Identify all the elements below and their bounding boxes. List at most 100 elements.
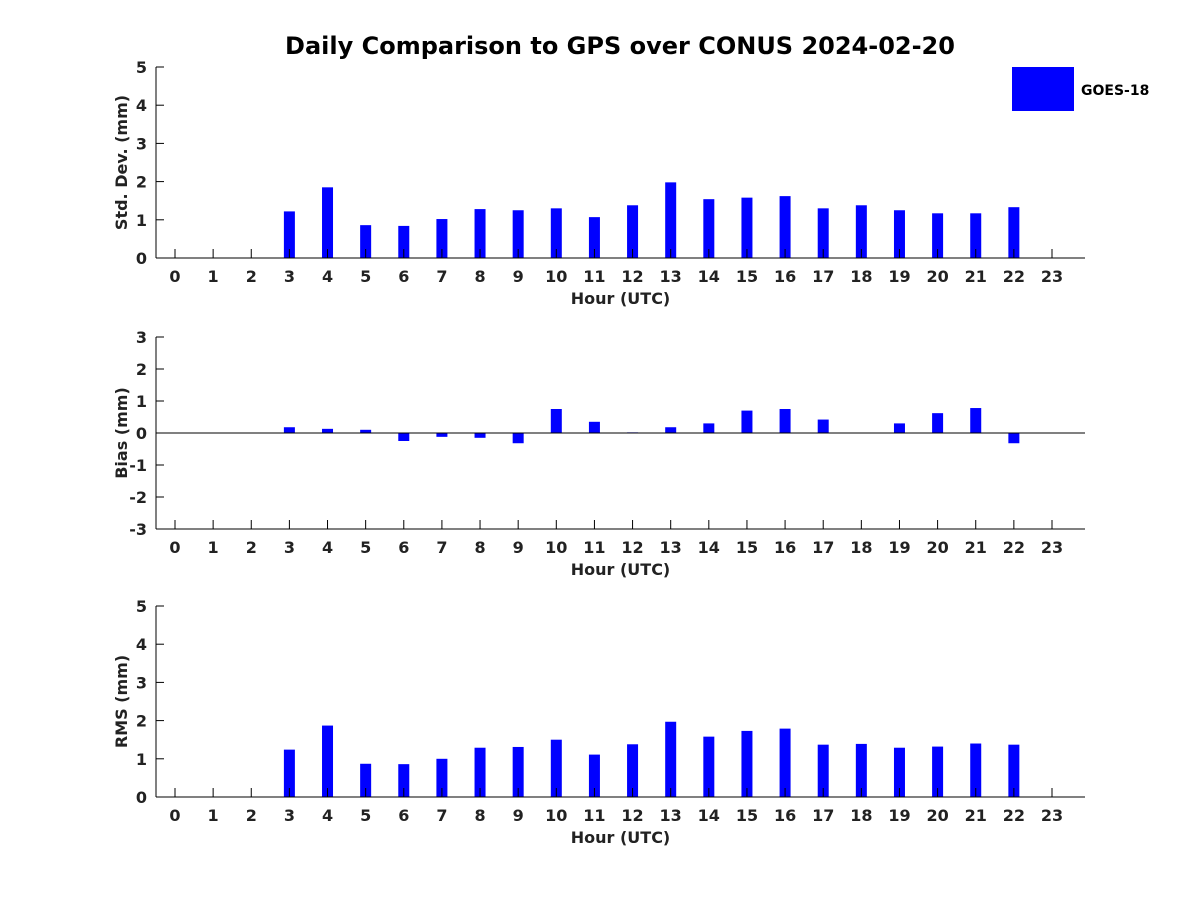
bias-ytick-label: -3: [129, 520, 147, 539]
std-dev-xtick-label: 12: [621, 267, 643, 286]
bias-bar-hour-13: [665, 427, 677, 433]
bias-xtick-label: 8: [474, 538, 485, 557]
std-dev-bar-hour-21: [970, 213, 982, 258]
std-dev-xtick-label: 0: [169, 267, 180, 286]
bias-xtick-label: 11: [583, 538, 605, 557]
bias-xtick-label: 2: [246, 538, 257, 557]
std-dev-bar-hour-12: [627, 205, 639, 258]
bias-ytick-label: -2: [129, 488, 147, 507]
bias-xtick-label: 5: [360, 538, 371, 557]
bias-xtick-label: 20: [926, 538, 948, 557]
bias-ytick-label: -1: [129, 456, 147, 475]
rms-xtick-label: 7: [436, 806, 447, 825]
bias-ytick-label: 2: [136, 360, 147, 379]
std-dev-bar-hour-7: [436, 219, 448, 258]
std-dev-xtick-label: 7: [436, 267, 447, 286]
bias-bar-hour-16: [779, 409, 791, 433]
std-dev-xtick-label: 23: [1041, 267, 1063, 286]
bias-x-label: Hour (UTC): [571, 560, 671, 579]
bias-bar-hour-5: [360, 429, 372, 433]
std-dev-bar-hour-15: [741, 197, 753, 258]
std-dev-bar-hour-8: [474, 209, 486, 258]
rms-xtick-label: 12: [621, 806, 643, 825]
bias-xtick-label: 23: [1041, 538, 1063, 557]
std-dev-xtick-label: 19: [888, 267, 910, 286]
rms-bar-hour-19: [893, 747, 905, 797]
rms-xtick-label: 0: [169, 806, 180, 825]
rms-xtick-label: 6: [398, 806, 409, 825]
rms-xtick-label: 17: [812, 806, 834, 825]
std-dev-bar-hour-18: [855, 205, 867, 258]
rms-ytick-label: 4: [136, 635, 147, 654]
std-dev-xtick-label: 22: [1003, 267, 1025, 286]
std-dev-xtick-label: 11: [583, 267, 605, 286]
rms-bar-hour-18: [855, 743, 867, 797]
std-dev-ytick-label: 2: [136, 173, 147, 192]
rms-xtick-label: 11: [583, 806, 605, 825]
rms-bar-hour-11: [588, 754, 600, 797]
legend-label-goes-18: GOES-18: [1081, 83, 1149, 99]
legend: GOES-18: [1012, 67, 1149, 111]
rms-bar-hour-7: [436, 758, 448, 797]
rms-xtick-label: 16: [774, 806, 796, 825]
std-dev-bar-hour-17: [817, 208, 829, 258]
rms-xtick-label: 10: [545, 806, 567, 825]
std-dev-xtick-label: 13: [660, 267, 682, 286]
std-dev-xtick-label: 8: [474, 267, 485, 286]
rms-xtick-label: 1: [208, 806, 219, 825]
std-dev-bar-hour-14: [703, 199, 715, 258]
std-dev-xtick-label: 9: [513, 267, 524, 286]
bias-bar-hour-14: [703, 423, 715, 433]
rms-xtick-label: 9: [513, 806, 524, 825]
bias-xtick-label: 22: [1003, 538, 1025, 557]
bias-xtick-label: 1: [208, 538, 219, 557]
std-dev-bar-hour-4: [322, 187, 334, 258]
rms-xtick-label: 14: [698, 806, 720, 825]
bias-xtick-label: 17: [812, 538, 834, 557]
rms-bar-hour-17: [817, 744, 829, 797]
rms-xtick-label: 21: [965, 806, 987, 825]
bias-bar-hour-4: [322, 428, 334, 433]
bias-bar-hour-17: [817, 419, 829, 433]
rms-bar-hour-3: [283, 749, 295, 797]
rms-bar-hour-20: [932, 746, 944, 797]
bias-bar-hour-10: [550, 409, 562, 433]
bias-bar-hour-8: [474, 433, 486, 438]
rms-xtick-label: 8: [474, 806, 485, 825]
bias-y-label: Bias (mm): [112, 387, 131, 479]
rms-xtick-label: 15: [736, 806, 758, 825]
rms-bar-hour-8: [474, 747, 486, 797]
bias-xtick-label: 12: [621, 538, 643, 557]
std-dev-xtick-label: 2: [246, 267, 257, 286]
bias-xtick-label: 3: [284, 538, 295, 557]
bias-bar-hour-19: [893, 423, 905, 433]
rms-xtick-label: 18: [850, 806, 872, 825]
bias-xtick-label: 0: [169, 538, 180, 557]
rms-xtick-label: 4: [322, 806, 333, 825]
rms-ytick-label: 1: [136, 750, 147, 769]
std-dev-xtick-label: 16: [774, 267, 796, 286]
std-dev-xtick-label: 3: [284, 267, 295, 286]
rms-xtick-label: 20: [926, 806, 948, 825]
std-dev-xtick-label: 1: [208, 267, 219, 286]
rms-xtick-label: 19: [888, 806, 910, 825]
bias-bar-hour-3: [283, 427, 295, 433]
rms-xtick-label: 2: [246, 806, 257, 825]
std-dev-bar-hour-13: [665, 182, 677, 258]
rms-bar-hour-16: [779, 728, 791, 797]
rms-bar-hour-9: [512, 746, 524, 797]
rms-ytick-label: 5: [136, 597, 147, 616]
bias-bar-hour-11: [588, 421, 600, 433]
std-dev-y-label: Std. Dev. (mm): [112, 95, 131, 230]
bias-xtick-label: 7: [436, 538, 447, 557]
rms-bar-hour-5: [360, 763, 372, 797]
std-dev-bar-hour-5: [360, 225, 372, 258]
std-dev-xtick-label: 6: [398, 267, 409, 286]
rms-bar-hour-10: [550, 739, 562, 797]
bias-xtick-label: 6: [398, 538, 409, 557]
bias-bar-hour-9: [512, 433, 524, 444]
std-dev-bar-hour-19: [893, 210, 905, 258]
std-dev-xtick-label: 15: [736, 267, 758, 286]
bias-ytick-label: 1: [136, 392, 147, 411]
